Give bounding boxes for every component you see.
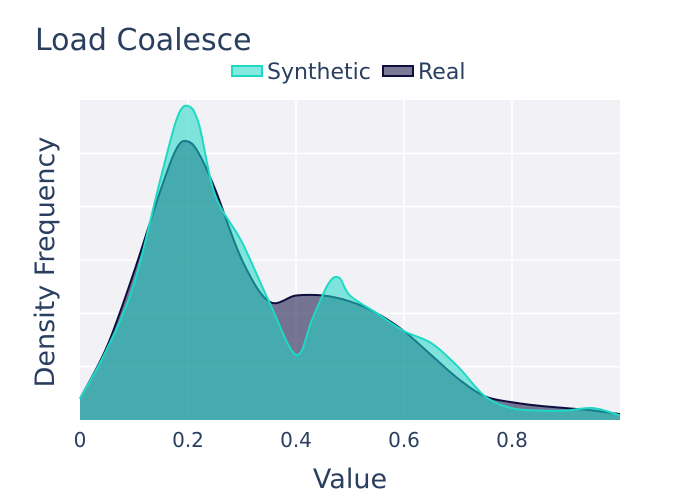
x-tick-label: 0.8 [496,428,528,452]
synthetic-density-line [79,104,621,417]
legend-label-synthetic: Synthetic [267,60,371,85]
legend: Synthetic Real [231,60,465,85]
x-tick-label: 0.6 [388,428,420,452]
y-axis-title: Density Frequency [30,137,61,388]
x-tick-label: 0.2 [172,428,204,452]
legend-swatch-synthetic [231,65,263,77]
series-layer [79,104,621,420]
synthetic-density-area [80,105,620,420]
x-axis-ticks: 0 0.2 0.4 0.6 0.8 [74,428,528,452]
x-axis-title: Value [313,464,387,495]
x-tick-label: 0.4 [280,428,312,452]
legend-swatch-real [382,65,414,77]
legend-label-real: Real [418,60,465,85]
x-tick-label: 0 [74,428,87,452]
chart-title: Load Coalesce [35,23,252,58]
